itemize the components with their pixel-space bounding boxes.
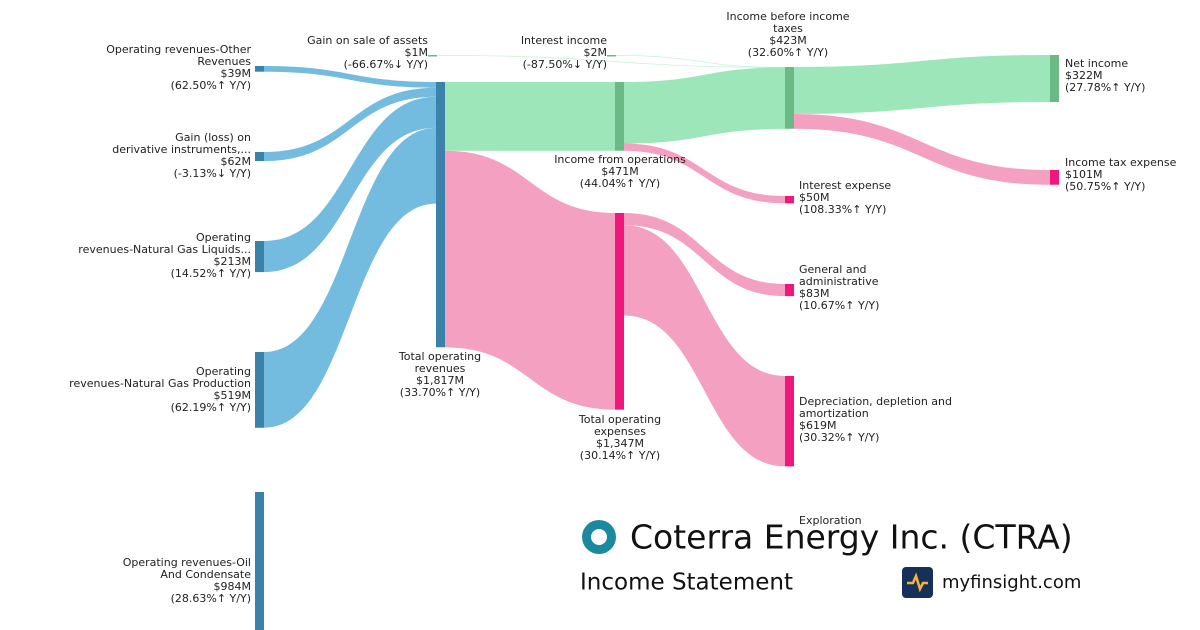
node-change: (27.78%↑ Y/Y) — [1065, 81, 1145, 94]
node-name: Depreciation, depletion and — [799, 395, 952, 408]
node-value: $83M — [799, 287, 830, 300]
node-bar — [436, 82, 445, 348]
company-title: Coterra Energy Inc. (CTRA) — [630, 518, 1073, 557]
node-name: expenses — [594, 425, 646, 438]
node-value: $62M — [221, 155, 252, 168]
node-value: $39M — [221, 67, 252, 80]
node-name: Gain (loss) on — [175, 131, 251, 144]
node-value: $50M — [799, 191, 830, 204]
node-value: $519M — [214, 389, 252, 402]
flow — [445, 150, 615, 410]
node-bar — [615, 82, 624, 151]
node-bar — [255, 152, 264, 162]
flow — [616, 55, 785, 68]
node-name: Total operating — [398, 350, 481, 363]
node-change: (62.19%↑ Y/Y) — [171, 401, 251, 414]
site-name: myfinsight.com — [942, 572, 1081, 593]
node-name: Income from operations — [554, 153, 686, 166]
node-name: taxes — [773, 22, 803, 35]
node-value: $213M — [214, 255, 252, 268]
node-bar — [428, 55, 437, 57]
flow — [794, 114, 1050, 185]
node-bar — [255, 241, 264, 273]
node-name: Income before income — [726, 10, 849, 23]
nodes — [255, 55, 1059, 630]
node-name: Operating revenues-Other — [106, 43, 251, 56]
branding: Coterra Energy Inc. (CTRA) Income Statem… — [580, 518, 1081, 598]
node-name: revenues-Natural Gas Liquids... — [78, 243, 251, 256]
node-name: revenues-Natural Gas Production — [69, 377, 251, 390]
node-change: (-87.50%↓ Y/Y) — [523, 58, 607, 71]
node-change: (14.52%↑ Y/Y) — [171, 267, 251, 280]
node-name: Interest income — [521, 34, 607, 47]
flow — [624, 143, 785, 204]
logo-inner — [591, 529, 607, 545]
node-value: $619M — [799, 419, 837, 432]
flow — [264, 87, 436, 162]
node-value: $984M — [214, 580, 252, 593]
node-name: Interest expense — [799, 179, 891, 192]
node-value: $423M — [769, 34, 807, 47]
node-change: (30.32%↑ Y/Y) — [799, 431, 879, 444]
node-value: $1,817M — [416, 374, 464, 387]
labels: Operating revenues-OtherRevenues$39M(62.… — [69, 10, 1176, 605]
node-bar — [1050, 170, 1059, 185]
node-bar — [785, 284, 794, 297]
node-name: Total operating — [578, 413, 661, 426]
node-name: Operating — [196, 365, 251, 378]
flow — [624, 67, 785, 144]
flow — [794, 55, 1050, 115]
flow — [624, 213, 785, 297]
node-name: derivative instruments,... — [112, 143, 251, 156]
site-icon-line — [907, 572, 928, 593]
node-value: $101M — [1065, 168, 1103, 181]
node-change: (28.63%↑ Y/Y) — [171, 592, 251, 605]
node-change: (108.33%↑ Y/Y) — [799, 203, 886, 216]
node-name: Exploration — [799, 514, 862, 527]
links — [264, 55, 1050, 467]
flow — [264, 127, 436, 428]
node-bar — [255, 66, 264, 72]
flow — [624, 225, 785, 467]
node-name: General and — [799, 263, 867, 276]
node-change: (62.50%↑ Y/Y) — [171, 79, 251, 92]
node-bar — [785, 67, 794, 129]
node-name: amortization — [799, 407, 869, 420]
node-name: Net income — [1065, 57, 1128, 70]
subtitle: Income Statement — [580, 570, 793, 596]
node-change: (-66.67%↓ Y/Y) — [344, 58, 428, 71]
node-name: And Condensate — [160, 568, 251, 581]
node-name: Operating — [196, 231, 251, 244]
node-name: revenues — [415, 362, 466, 375]
node-change: (33.70%↑ Y/Y) — [400, 386, 480, 399]
node-change: (30.14%↑ Y/Y) — [580, 449, 660, 462]
node-change: (10.67%↑ Y/Y) — [799, 299, 879, 312]
node-change: (-3.13%↓ Y/Y) — [174, 167, 251, 180]
node-bar — [255, 492, 264, 630]
node-change: (50.75%↑ Y/Y) — [1065, 180, 1145, 193]
node-bar — [785, 376, 794, 467]
node-bar — [785, 196, 794, 204]
flow — [264, 96, 436, 273]
node-value: $322M — [1065, 69, 1103, 82]
flow — [437, 55, 785, 68]
node-change: (44.04%↑ Y/Y) — [580, 177, 660, 190]
node-name: Income tax expense — [1065, 156, 1177, 169]
flow — [264, 66, 436, 88]
node-value: $1,347M — [596, 437, 644, 450]
node-bar — [615, 213, 624, 410]
node-name: Operating revenues-Oil — [123, 556, 251, 569]
node-bar — [255, 352, 264, 428]
node-name: Gain on sale of assets — [307, 34, 428, 47]
node-name: administrative — [799, 275, 879, 288]
node-value: $1M — [405, 46, 429, 59]
node-change: (32.60%↑ Y/Y) — [748, 46, 828, 59]
node-bar — [1050, 55, 1059, 103]
node-bar — [607, 55, 616, 57]
node-name: Revenues — [197, 55, 251, 68]
node-value: $471M — [601, 165, 639, 178]
flow — [445, 82, 615, 151]
node-value: $2M — [584, 46, 608, 59]
